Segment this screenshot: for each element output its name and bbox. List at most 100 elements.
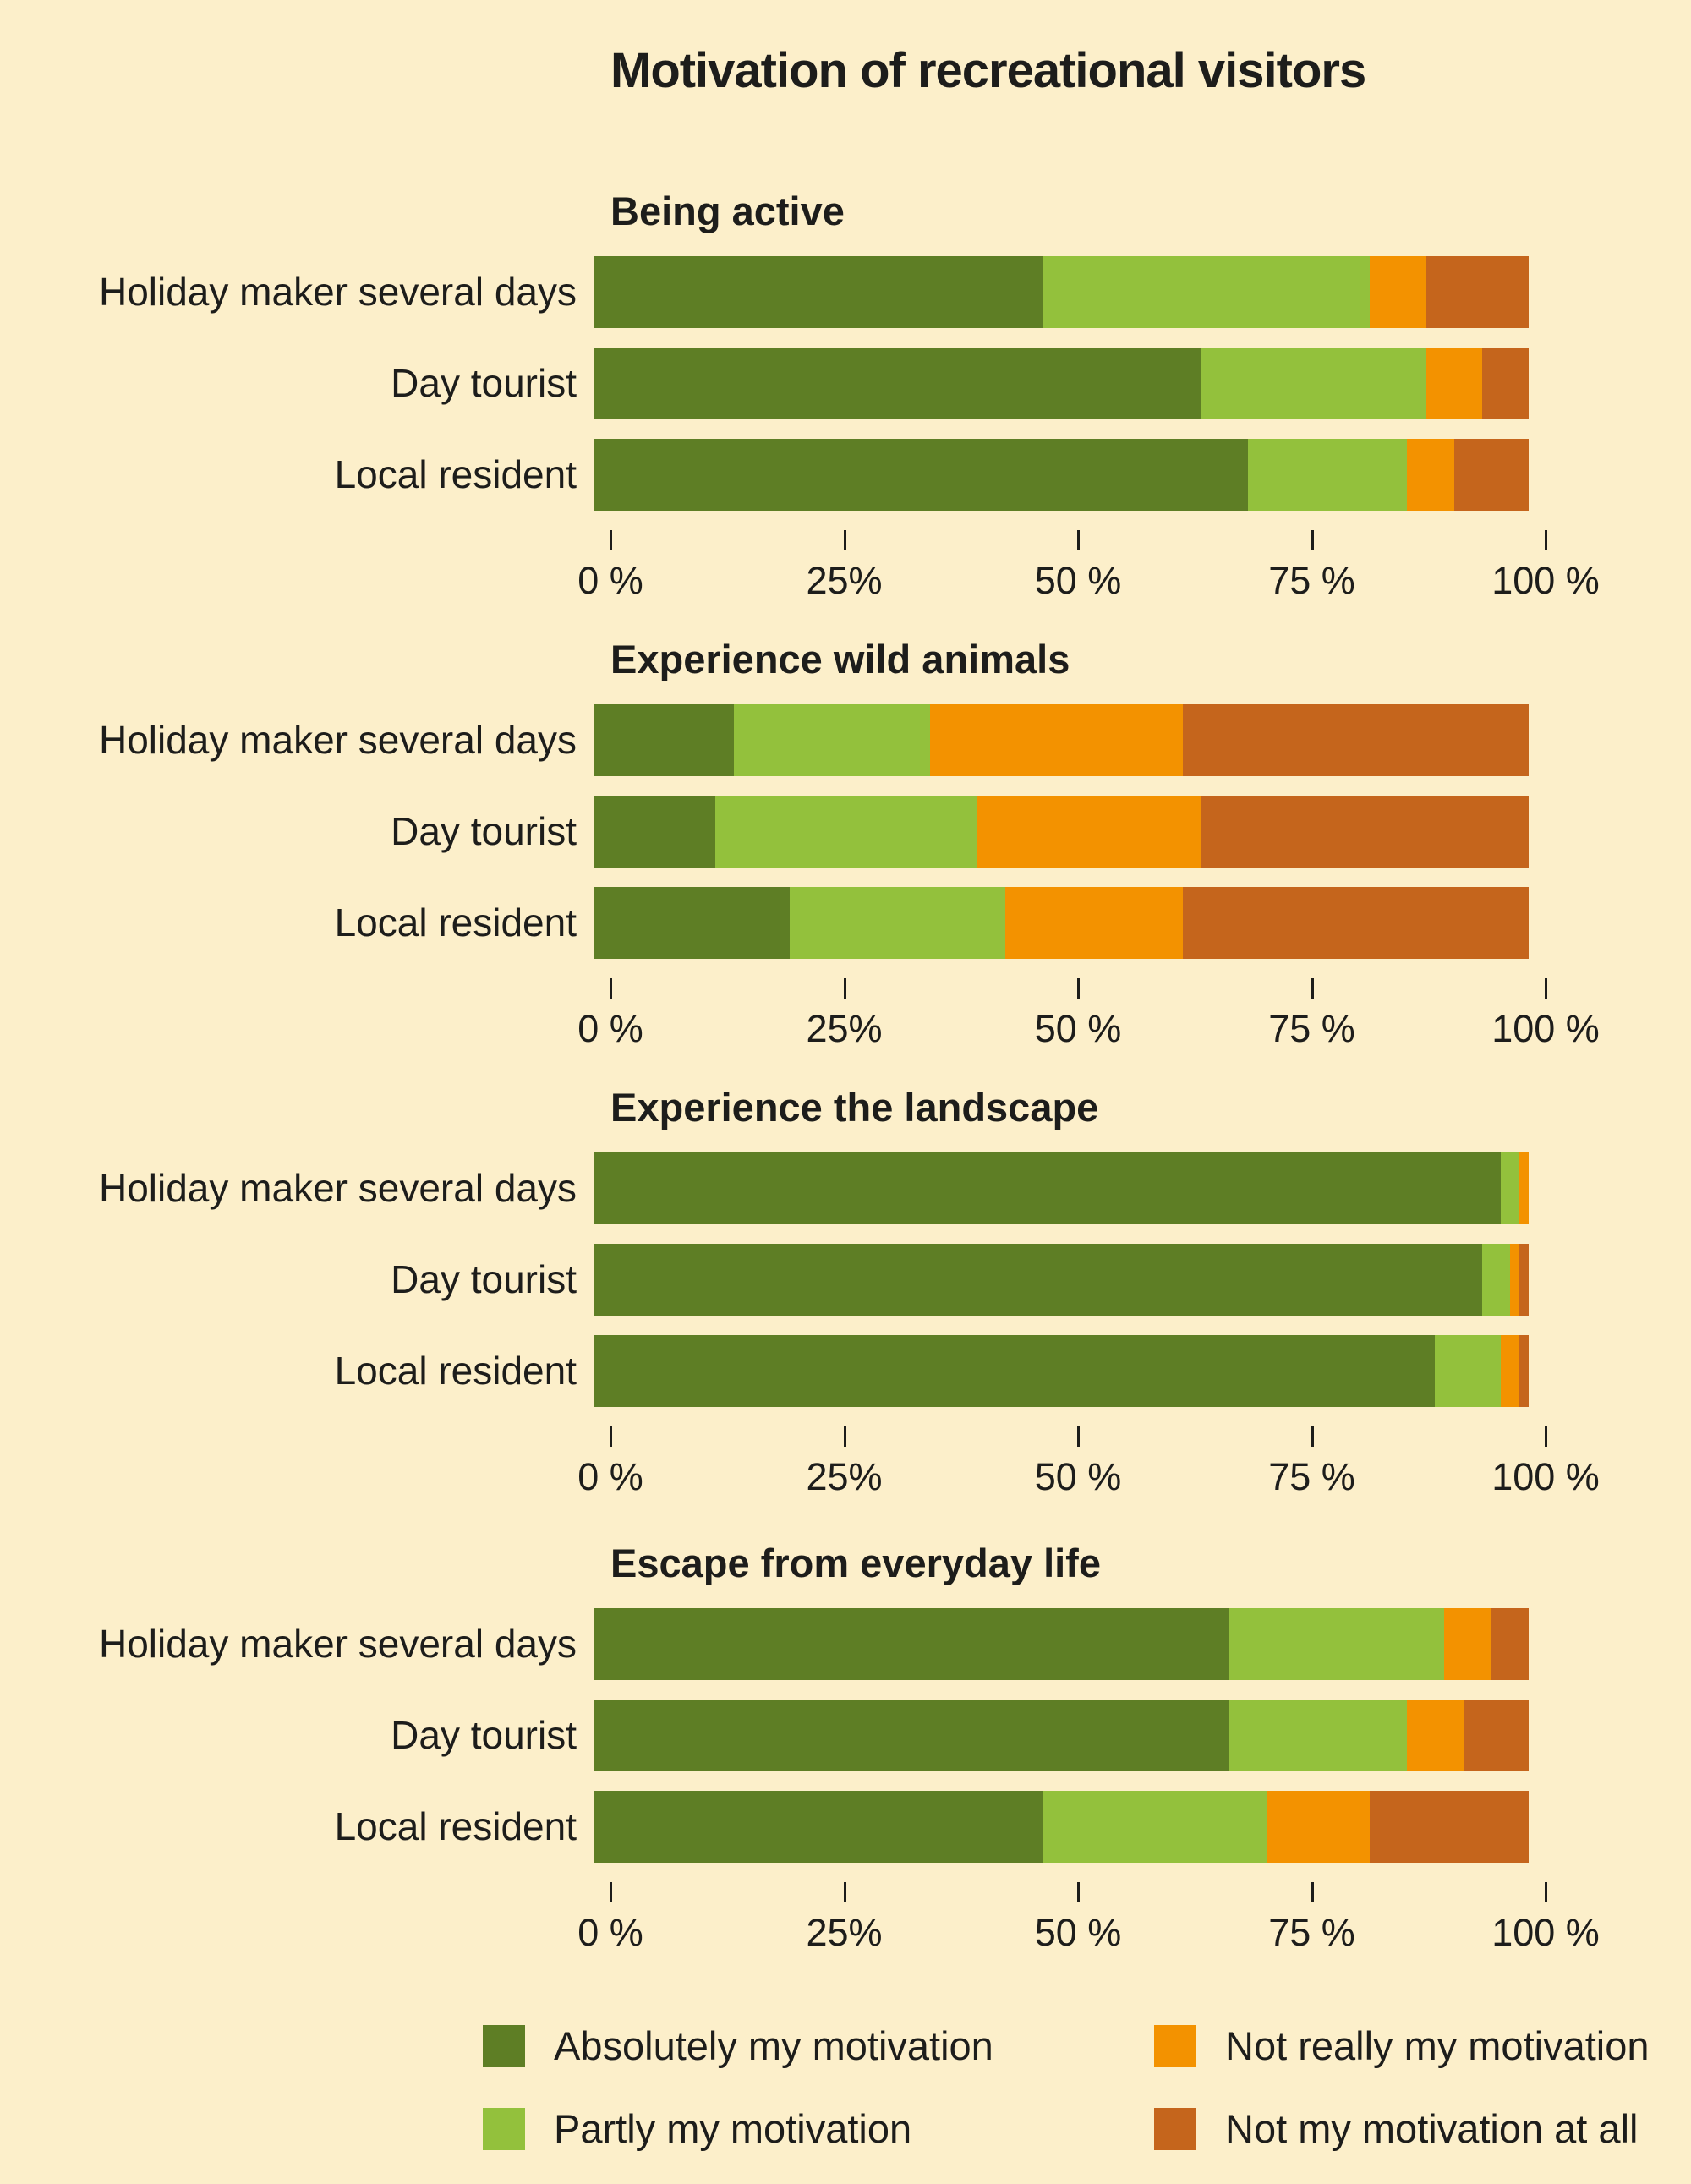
- bar-segment-not-my-motivation-at-all: [1426, 256, 1529, 328]
- chart-row-day-tourist: Day tourist: [0, 1244, 1691, 1316]
- bar-holiday-maker-several-days: [594, 1608, 1529, 1680]
- bar-holiday-maker-several-days: [594, 704, 1529, 776]
- axis-tick-label: 100 %: [1491, 1911, 1600, 1954]
- bar-segment-partly-my-motivation: [733, 704, 931, 776]
- axis-tick: [610, 978, 612, 999]
- chart-experience-wild-animals: Experience wild animals Holiday maker sev…: [0, 637, 1691, 1059]
- bar-segment-not-my-motivation-at-all: [1491, 1608, 1529, 1680]
- bar-segment-not-really-my-motivation: [1004, 887, 1183, 959]
- bar-segment-partly-my-motivation: [714, 796, 977, 868]
- axis-tick: [843, 530, 846, 550]
- legend-swatch-absolutely-my-motivation: [483, 2024, 525, 2067]
- legend-item-partly-my-motivation: Partly my motivation: [483, 2105, 1154, 2152]
- axis-tick: [610, 530, 612, 550]
- chart-row-local-resident: Local resident: [0, 439, 1691, 511]
- axis-tick: [1545, 530, 1547, 550]
- bar-segment-absolutely-my-motivation: [594, 1608, 1230, 1680]
- row-label-local-resident: Local resident: [334, 1804, 577, 1848]
- row-label-day-tourist: Day tourist: [391, 1257, 577, 1301]
- row-label-local-resident: Local resident: [334, 900, 577, 944]
- x-axis: 0 % 25% 50 % 75 % 100 %: [577, 978, 1600, 1059]
- bar-day-tourist: [594, 1244, 1529, 1316]
- chart-row-local-resident: Local resident: [0, 887, 1691, 959]
- bar-segment-absolutely-my-motivation: [594, 1244, 1482, 1316]
- axis-tick: [1545, 1426, 1547, 1447]
- axis-tick-label: 100 %: [1491, 1455, 1600, 1498]
- bar-segment-absolutely-my-motivation: [594, 1700, 1230, 1771]
- axis-tick-label: 25%: [806, 559, 883, 602]
- bar-segment-not-really-my-motivation: [977, 796, 1201, 868]
- bar-segment-absolutely-my-motivation: [594, 887, 791, 959]
- bar-segment-partly-my-motivation: [790, 887, 1005, 959]
- bar-holiday-maker-several-days: [594, 256, 1529, 328]
- axis-tick: [1311, 1426, 1314, 1447]
- bar-segment-not-really-my-motivation: [1369, 256, 1426, 328]
- chart-row-local-resident: Local resident: [0, 1791, 1691, 1863]
- axis-tick-label: 50 %: [1034, 559, 1122, 602]
- axis-tick-label: 100 %: [1491, 1007, 1600, 1050]
- chart-being-active: Being active Holiday maker several days Da…: [0, 189, 1691, 610]
- chart-escape-from-everyday-life: Escape from everyday life Holiday maker s…: [0, 1541, 1691, 1962]
- bar-segment-partly-my-motivation: [1435, 1335, 1501, 1407]
- axis-tick-label: 50 %: [1034, 1911, 1122, 1954]
- bar-segment-absolutely-my-motivation: [594, 256, 1043, 328]
- axis-tick-label: 75 %: [1268, 1007, 1355, 1050]
- bar-segment-not-my-motivation-at-all: [1201, 796, 1529, 868]
- legend-swatch-not-my-motivation-at-all: [1154, 2107, 1196, 2150]
- bar-local-resident: [594, 439, 1529, 511]
- bar-segment-absolutely-my-motivation: [594, 348, 1201, 419]
- axis-tick: [610, 1426, 612, 1447]
- row-label-local-resident: Local resident: [334, 1349, 577, 1393]
- bar-segment-not-my-motivation-at-all: [1519, 1335, 1529, 1407]
- axis-tick-label: 0 %: [577, 559, 643, 602]
- legend-label-not-really-my-motivation: Not really my motivation: [1225, 2023, 1650, 2068]
- chart-row-day-tourist: Day tourist: [0, 796, 1691, 868]
- bar-segment-absolutely-my-motivation: [594, 796, 715, 868]
- bar-segment-not-my-motivation-at-all: [1481, 348, 1529, 419]
- axis-tick: [610, 1882, 612, 1902]
- chart-heading-being-active: Being active: [610, 189, 845, 233]
- bar-local-resident: [594, 887, 1529, 959]
- chart-row-day-tourist: Day tourist: [0, 1700, 1691, 1771]
- bar-segment-partly-my-motivation: [1042, 256, 1370, 328]
- axis-tick-label: 75 %: [1268, 1911, 1355, 1954]
- chart-row-day-tourist: Day tourist: [0, 348, 1691, 419]
- bar-segment-partly-my-motivation: [1229, 1608, 1445, 1680]
- chart-heading-experience-the-landscape: Experience the landscape: [610, 1085, 1099, 1130]
- bar-local-resident: [594, 1335, 1529, 1407]
- row-label-day-tourist: Day tourist: [391, 1713, 577, 1757]
- axis-tick: [1311, 1882, 1314, 1902]
- axis-tick: [1311, 978, 1314, 999]
- legend-item-not-my-motivation-at-all: Not my motivation at all: [1154, 2105, 1650, 2152]
- x-axis: 0 % 25% 50 % 75 % 100 %: [577, 1882, 1600, 1962]
- bar-day-tourist: [594, 796, 1529, 868]
- legend-label-not-my-motivation-at-all: Not my motivation at all: [1225, 2106, 1639, 2151]
- legend-swatch-not-really-my-motivation: [1154, 2024, 1196, 2067]
- bar-segment-partly-my-motivation: [1229, 1700, 1408, 1771]
- axis-tick: [843, 1426, 846, 1447]
- bar-segment-absolutely-my-motivation: [594, 439, 1249, 511]
- axis-tick-label: 50 %: [1034, 1455, 1122, 1498]
- chart-row-holiday-maker-several-days: Holiday maker several days: [0, 704, 1691, 776]
- bar-holiday-maker-several-days: [594, 1152, 1529, 1224]
- bar-local-resident: [594, 1791, 1529, 1863]
- bar-segment-not-my-motivation-at-all: [1463, 1700, 1529, 1771]
- row-label-holiday-maker-several-days: Holiday maker several days: [98, 1622, 577, 1666]
- axis-tick: [1077, 1426, 1080, 1447]
- bar-segment-partly-my-motivation: [1042, 1791, 1267, 1863]
- bar-segment-not-really-my-motivation: [1267, 1791, 1370, 1863]
- axis-tick-label: 25%: [806, 1455, 883, 1498]
- axis-tick-label: 75 %: [1268, 559, 1355, 602]
- legend-item-absolutely-my-motivation: Absolutely my motivation: [483, 2023, 1154, 2069]
- page-title: Motivation of recreational visitors: [610, 43, 1366, 98]
- bar-segment-not-really-my-motivation: [930, 704, 1183, 776]
- bar-segment-not-really-my-motivation: [1426, 348, 1482, 419]
- bar-segment-not-my-motivation-at-all: [1519, 1244, 1529, 1316]
- chart-row-holiday-maker-several-days: Holiday maker several days: [0, 1152, 1691, 1224]
- legend: Absolutely my motivation Not really my mo…: [483, 2023, 1650, 2152]
- bar-segment-not-really-my-motivation: [1407, 439, 1454, 511]
- chart-heading-escape-from-everyday-life: Escape from everyday life: [610, 1541, 1101, 1585]
- axis-tick-label: 100 %: [1491, 559, 1600, 602]
- bar-segment-not-my-motivation-at-all: [1369, 1791, 1529, 1863]
- bar-segment-absolutely-my-motivation: [594, 1335, 1436, 1407]
